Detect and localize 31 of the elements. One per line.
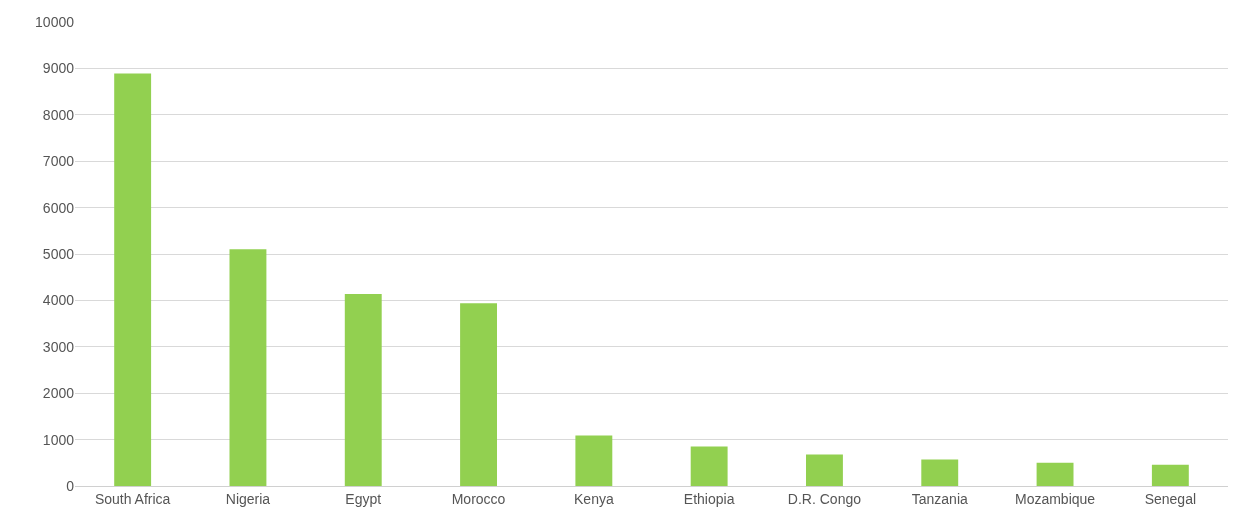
x-tick-label: Mozambique	[1014, 490, 1096, 507]
bar	[575, 435, 613, 486]
bar	[690, 446, 728, 486]
bar	[921, 459, 959, 486]
y-tick-label: 6000	[42, 199, 75, 216]
x-tick-label: Egypt	[345, 490, 382, 507]
y-tick-label: 5000	[42, 245, 75, 262]
y-tick-label: 7000	[42, 153, 75, 170]
x-tick-label: Tanzania	[911, 490, 968, 507]
y-tick-label: 10000	[35, 13, 75, 30]
y-tick-label: 8000	[42, 106, 75, 123]
bar	[460, 303, 497, 486]
x-tick-label: Kenya	[574, 490, 614, 507]
y-tick-label: 9000	[42, 60, 75, 77]
bar	[344, 293, 382, 486]
bar	[1036, 462, 1074, 486]
x-tick-label: Senegal	[1144, 490, 1197, 507]
y-tick-label: 3000	[42, 338, 75, 355]
bar	[229, 249, 267, 486]
y-tick-label: 0	[66, 477, 75, 494]
x-tick-label: South Africa	[94, 490, 171, 507]
y-tick-label: 1000	[42, 431, 75, 448]
bar	[114, 73, 152, 486]
x-tick-label: D.R. Congo	[787, 490, 862, 507]
bar	[806, 454, 843, 486]
bar	[1151, 464, 1189, 486]
y-tick-label: 4000	[42, 292, 75, 309]
x-tick-label: Nigeria	[225, 490, 271, 507]
x-tick-label: Ethiopia	[683, 490, 735, 507]
x-tick-label: Morocco	[451, 490, 506, 507]
y-tick-label: 2000	[42, 385, 75, 402]
